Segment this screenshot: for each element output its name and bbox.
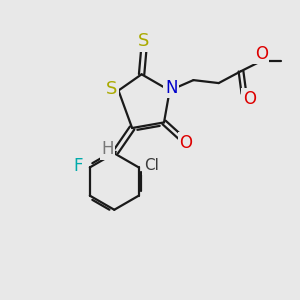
- Text: O: O: [179, 134, 192, 152]
- Text: F: F: [74, 157, 83, 175]
- Text: H: H: [101, 140, 114, 158]
- Text: Cl: Cl: [144, 158, 159, 173]
- Text: S: S: [106, 80, 118, 98]
- Text: S: S: [138, 32, 150, 50]
- Text: O: O: [243, 90, 256, 108]
- Text: N: N: [165, 79, 177, 97]
- Text: O: O: [255, 45, 268, 63]
